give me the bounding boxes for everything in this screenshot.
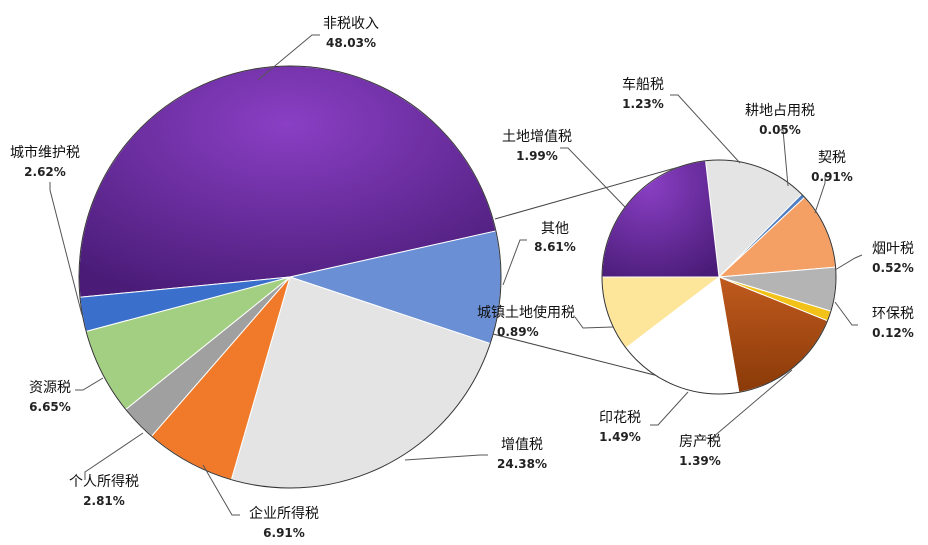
label-vat: 增值税 24.38% — [497, 437, 547, 471]
label-pct: 1.99% — [516, 149, 558, 163]
label-name: 耕地占用税 — [745, 102, 815, 119]
label-pct: 2.81% — [83, 494, 125, 508]
label-other: 其他 8.61% — [534, 221, 576, 254]
leader-landval — [560, 147, 626, 208]
label-property-tax: 房产税 1.39% — [679, 434, 721, 468]
label-name: 城市维护税 — [10, 144, 80, 161]
leader-resource — [75, 377, 104, 391]
data-labels: 非税收入 48.03% 城市维护税 2.62% 其他 8.61% 增值税 24.… — [10, 16, 914, 540]
label-name: 其他 — [541, 221, 569, 237]
leader-property — [705, 369, 793, 439]
leader-vat — [404, 454, 488, 461]
label-pct: 0.05% — [759, 123, 801, 137]
leader-deed — [814, 175, 826, 214]
label-pct: 48.03% — [326, 36, 376, 50]
label-pct: 0.52% — [872, 261, 914, 275]
leader-env — [834, 301, 858, 326]
connector-bottom — [492, 333, 679, 382]
label-cultivated-land-tax: 耕地占用税 0.05% — [745, 102, 815, 137]
leader-pit — [84, 432, 144, 480]
label-pct: 1.39% — [679, 454, 721, 468]
secondary-outline — [601, 159, 837, 395]
label-pct: 6.91% — [263, 526, 305, 540]
leader-stamp — [650, 391, 689, 426]
pie-connector-lines — [492, 162, 694, 382]
label-pct: 0.12% — [872, 326, 914, 340]
label-pct: 0.89% — [497, 325, 539, 339]
label-pct: 24.38% — [497, 457, 547, 471]
leader-tobacco — [834, 254, 863, 271]
label-pct: 1.49% — [599, 430, 641, 444]
main-pie — [78, 65, 502, 489]
label-pct: 8.61% — [534, 240, 576, 254]
label-personal-income-tax: 个人所得税 2.81% — [69, 473, 139, 508]
main-outline — [78, 65, 502, 489]
leader-landuse — [574, 316, 614, 329]
label-name: 环保税 — [872, 306, 914, 322]
label-pct: 2.62% — [24, 165, 66, 179]
label-corporate-income-tax: 企业所得税 6.91% — [249, 505, 319, 540]
connector-top — [494, 162, 694, 220]
secondary-pie — [601, 159, 837, 395]
label-resource-tax: 资源税 6.65% — [29, 380, 71, 414]
leader-cit — [202, 464, 240, 516]
label-non-tax-income: 非税收入 48.03% — [323, 16, 379, 50]
label-name: 资源税 — [29, 380, 71, 396]
label-city-maintenance-tax: 城市维护税 2.62% — [10, 144, 80, 179]
label-land-value-added-tax: 土地增值税 1.99% — [502, 129, 572, 163]
leader-cityTax — [49, 182, 83, 316]
secondary-slice-8 — [601, 160, 720, 278]
label-name: 烟叶税 — [872, 241, 914, 257]
label-name: 印花税 — [599, 410, 641, 426]
label-pct: 6.65% — [29, 400, 71, 414]
label-name: 增值税 — [501, 437, 543, 453]
label-name: 非税收入 — [323, 16, 379, 32]
leader-cultivated — [780, 129, 789, 187]
leader-other — [502, 239, 527, 286]
label-name: 土地增值税 — [502, 129, 572, 145]
label-name: 契税 — [818, 150, 846, 166]
label-urban-land-use-tax: 城镇土地使用税 0.89% — [477, 304, 575, 339]
leader-vessel — [670, 94, 741, 164]
label-pct: 1.23% — [622, 97, 664, 111]
label-stamp-duty: 印花税 1.49% — [599, 410, 641, 444]
label-name: 企业所得税 — [249, 505, 319, 522]
label-pct: 0.91% — [811, 170, 853, 184]
label-tobacco-tax: 烟叶税 0.52% — [872, 241, 914, 275]
label-name: 城镇土地使用税 — [477, 304, 575, 321]
label-name: 车船税 — [622, 76, 664, 93]
label-environmental-tax: 环保税 0.12% — [872, 306, 914, 340]
label-leader-lines — [49, 34, 863, 516]
label-name: 房产税 — [679, 434, 721, 450]
label-name: 个人所得税 — [69, 473, 139, 490]
label-vessel-tax: 车船税 1.23% — [622, 76, 664, 111]
label-deed-tax: 契税 0.91% — [811, 150, 853, 184]
leader-nonTax — [257, 34, 320, 81]
